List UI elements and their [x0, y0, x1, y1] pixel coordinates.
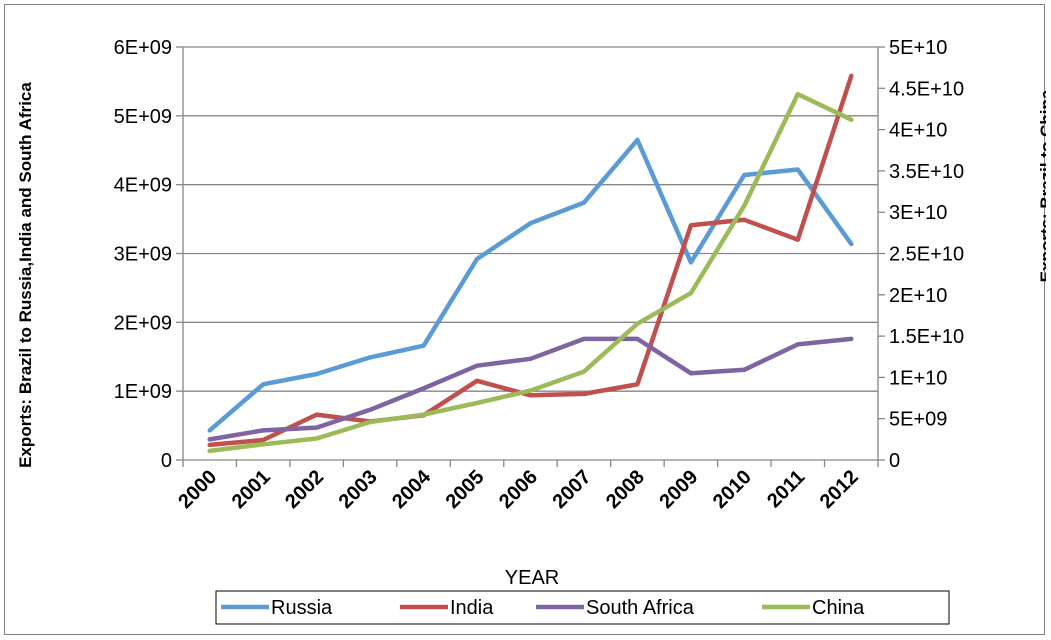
y-axis-right-title: Exports: Brazil to China: [1037, 89, 1046, 282]
y-axis-left-title: Exports: Brazil to Russia,India and Sout…: [16, 82, 35, 468]
left-tick-label: 4E+09: [114, 175, 172, 197]
x-tick-label: 2007: [548, 466, 595, 513]
left-tick-label: 1E+09: [114, 381, 172, 403]
x-tick-label: 2010: [709, 466, 756, 513]
right-tick-label: 2E+10: [889, 285, 947, 307]
line-chart: 0 1E+09 2E+09 3E+09 4E+09 5E+09 6E+09 0 5E+09 1E…: [16, 37, 1046, 625]
axes: [176, 46, 885, 467]
series-line-russia: [207, 137, 854, 433]
series-line-india: [207, 73, 854, 448]
x-tick-label: 2011: [763, 466, 809, 512]
left-tick-label: 2E+09: [114, 312, 172, 334]
x-tick-label: 2001: [228, 466, 275, 513]
x-tick-label: 2004: [388, 465, 436, 513]
right-tick-label: 4.5E+10: [889, 78, 964, 100]
x-tick-label: 2008: [602, 466, 649, 513]
right-tick-label: 1E+10: [889, 367, 947, 389]
x-tick-label: 2006: [495, 466, 542, 513]
x-tick-label: 2005: [442, 466, 489, 513]
left-tick-label: 5E+09: [114, 106, 172, 128]
left-tick-label: 3E+09: [114, 244, 172, 266]
x-tick-label: 2003: [335, 466, 382, 513]
legend-label: South Africa: [586, 597, 695, 619]
legend-label: China: [812, 597, 865, 619]
left-tick-labels: 0 1E+09 2E+09 3E+09 4E+09 5E+09 6E+09: [114, 37, 172, 472]
x-tick-label: 2002: [281, 466, 328, 513]
series-line-china: [207, 91, 854, 454]
right-tick-label: 3E+10: [889, 202, 947, 224]
x-tick-label: 2000: [174, 466, 221, 513]
x-tick-labels: 2000 2001 2002 2003 2004 2005 2006 2007 2008 2009…: [174, 465, 863, 513]
right-tick-label: 1.5E+10: [889, 326, 964, 348]
left-tick-label: 0: [161, 450, 172, 472]
legend: Russia India South Africa China: [215, 590, 950, 625]
gridlines: [183, 46, 878, 392]
series-line-south-africa: [207, 336, 854, 442]
left-tick-label: 6E+09: [114, 37, 172, 59]
x-tick-label: 2009: [655, 466, 702, 513]
chart-area: 0 1E+09 2E+09 3E+09 4E+09 5E+09 6E+09 0 5E+09 1E…: [4, 4, 1046, 635]
right-tick-label: 0: [889, 450, 900, 472]
x-tick-label: 2012: [816, 466, 863, 513]
right-tick-label: 4E+10: [889, 120, 947, 142]
series-lines: [207, 73, 854, 454]
right-tick-label: 2.5E+10: [889, 244, 964, 266]
legend-label: Russia: [271, 597, 333, 619]
right-tick-label: 5E+10: [889, 37, 947, 59]
right-tick-labels: 0 5E+09 1E+10 1.5E+10 2E+10 2.5E+10 3E+10 3.5E+…: [889, 37, 964, 472]
legend-label: India: [450, 597, 494, 619]
right-tick-label: 5E+09: [889, 409, 947, 431]
right-tick-label: 3.5E+10: [889, 161, 964, 183]
x-axis-title: YEAR: [505, 567, 559, 589]
